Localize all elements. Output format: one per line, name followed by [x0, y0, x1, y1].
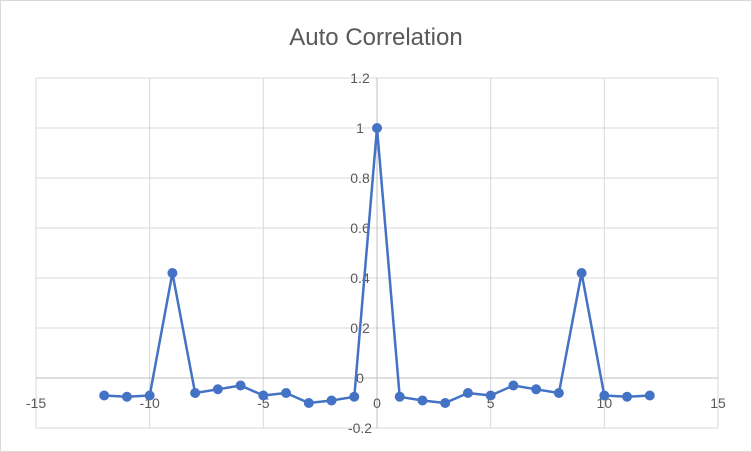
data-point: [372, 123, 382, 133]
y-tick-label: 1: [356, 120, 364, 136]
x-tick-label: 5: [487, 395, 495, 411]
data-point: [303, 398, 314, 408]
x-tick-label: 0: [373, 395, 381, 411]
y-tick-label: 0.6: [350, 220, 370, 236]
data-point: [326, 395, 337, 406]
data-point: [553, 388, 564, 398]
x-tick-label: -10: [140, 395, 160, 411]
y-tick-labels: -0.200.20.40.60.811.2: [348, 70, 372, 436]
x-tick-label: -15: [26, 395, 46, 411]
data-point: [531, 384, 542, 395]
data-point: [599, 390, 610, 401]
y-tick-label: -0.2: [348, 420, 372, 436]
data-point: [508, 380, 519, 391]
y-tick-label: 0.4: [350, 270, 370, 286]
data-point: [121, 391, 132, 402]
data-point: [212, 384, 223, 395]
x-tick-label: 15: [710, 395, 726, 411]
data-point: [144, 390, 155, 401]
data-point: [440, 398, 451, 408]
data-point: [167, 268, 178, 278]
data-point: [644, 390, 655, 401]
data-point: [99, 390, 110, 401]
data-point: [281, 388, 292, 398]
data-point: [190, 388, 201, 398]
gridlines: [35, 77, 719, 429]
data-point: [576, 268, 587, 278]
chart-title: Auto Correlation: [289, 24, 462, 51]
data-point: [622, 391, 633, 402]
series: [99, 123, 655, 408]
data-point: [235, 380, 246, 391]
data-point: [485, 390, 496, 401]
x-tick-label: 10: [597, 395, 613, 411]
x-tick-labels: -15 -10 -5 0 5 10 15: [26, 395, 726, 411]
y-tick-label: 0.8: [350, 170, 370, 186]
data-point: [462, 388, 473, 398]
y-tick-label: 0: [356, 370, 364, 386]
data-point: [258, 390, 269, 401]
data-point: [417, 395, 428, 406]
y-tick-label: 1.2: [350, 70, 370, 86]
data-point: [349, 391, 360, 402]
data-point: [394, 391, 405, 402]
